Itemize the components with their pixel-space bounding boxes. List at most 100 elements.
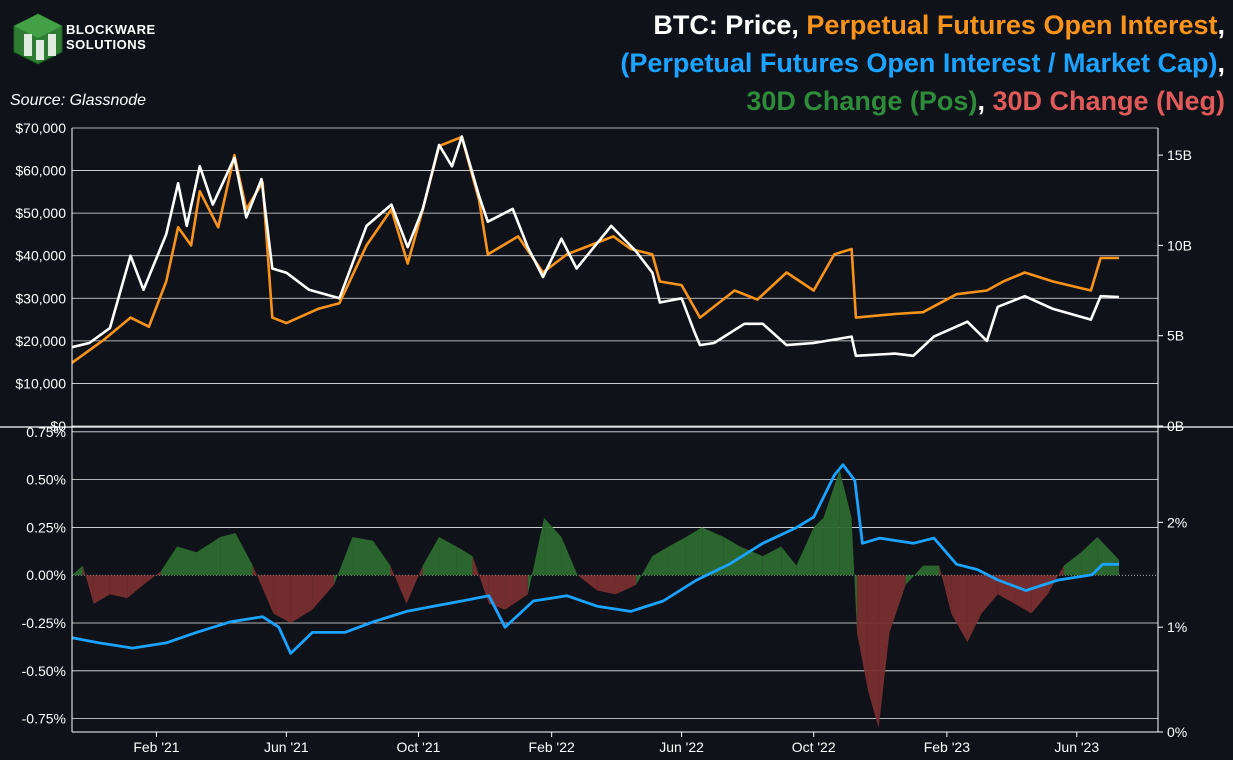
pos-change-area	[905, 565, 924, 585]
title-part-oi-mcap: (Perpetual Futures Open Interest / Marke…	[620, 48, 1218, 78]
pos-change-area	[235, 533, 253, 576]
pos-change-area	[334, 536, 353, 585]
pos-change-area	[823, 470, 840, 576]
pos-change-area	[1081, 536, 1098, 576]
x-tick-label: Feb '23	[924, 739, 970, 755]
pos-change-area	[160, 546, 178, 576]
x-tick-label: Oct '21	[397, 739, 441, 755]
title-line-2: (Perpetual Futures Open Interest / Marke…	[620, 44, 1225, 82]
top-right-tick-label: 10B	[1167, 237, 1192, 253]
title-part-neg: 30D Change (Neg)	[992, 86, 1225, 116]
pos-change-area	[668, 536, 686, 576]
pos-change-area	[1097, 536, 1120, 576]
x-tick-label: Feb '21	[133, 739, 179, 755]
neg-change-area	[406, 565, 423, 604]
neg-change-area	[109, 575, 128, 599]
top-panel-grid	[72, 127, 1158, 427]
bottom-left-tick-label: -0.25%	[22, 615, 66, 631]
neg-change-area	[93, 575, 110, 604]
neg-change-area	[867, 575, 879, 729]
pos-change-area	[220, 533, 236, 576]
title-sep-3: ,	[1217, 48, 1225, 78]
pos-change-area	[723, 536, 741, 576]
neg-change-area	[1015, 575, 1032, 614]
pos-change-area	[636, 556, 653, 585]
neg-change-area	[505, 575, 528, 610]
oi-mcap-line	[71, 463, 1119, 655]
top-left-tick-label: $40,000	[15, 248, 66, 264]
neg-change-area	[939, 565, 952, 614]
bottom-left-tick-label: 0.50%	[26, 472, 66, 488]
neg-change-area	[82, 565, 94, 604]
pos-change-area	[796, 527, 814, 576]
neg-change-area	[472, 556, 489, 604]
title-sep-1: ,	[791, 10, 807, 40]
pos-change-area	[527, 517, 545, 595]
title-sep-2: ,	[1217, 10, 1225, 40]
bottom-left-tick-label: -0.50%	[22, 663, 66, 679]
brand-name: BLOCKWARE SOLUTIONS	[66, 22, 156, 52]
top-left-tick-label: $20,000	[15, 333, 66, 349]
source-label: Source: Glassnode	[10, 92, 147, 109]
x-tick-label: Feb '22	[529, 739, 575, 755]
brand-line-2: SOLUTIONS	[66, 37, 147, 52]
x-tick-label: Jun '22	[659, 739, 704, 755]
neg-change-area	[856, 575, 868, 690]
bottom-right-tick-label: 2%	[1167, 514, 1187, 530]
price-line	[71, 135, 1120, 358]
panel-frame	[0, 128, 1233, 733]
pos-change-area	[702, 527, 724, 576]
neg-change-area	[312, 575, 335, 610]
axis-ticks: $0 $10,000 $20,000 $30,000 $40,000 $50,000 $60…	[15, 120, 1192, 755]
pos-change-area	[762, 546, 782, 576]
pos-change-area	[352, 536, 374, 576]
neg-change-area	[252, 565, 274, 614]
blockware-logo-icon	[13, 13, 63, 65]
neg-change-area	[390, 565, 407, 604]
pos-change-area	[1063, 552, 1082, 576]
pos-change-area	[456, 546, 473, 576]
top-left-tick-label: $0	[50, 418, 66, 434]
top-right-tick-label: 15B	[1167, 147, 1192, 163]
pos-change-area	[544, 517, 562, 576]
neg-change-area	[967, 575, 982, 643]
x-tick-label: Jun '21	[264, 739, 309, 755]
bottom-left-tick-label: 0.25%	[26, 519, 66, 535]
title-line-3: 30D Change (Pos), 30D Change (Neg)	[620, 82, 1225, 120]
neg-change-area	[889, 575, 906, 633]
bottom-left-tick-label: 0.00%	[26, 567, 66, 583]
x-tick-label: Jun '23	[1054, 739, 1099, 755]
neg-change-area	[981, 575, 998, 614]
pos-change-area	[422, 536, 440, 576]
title-part-pos: 30D Change (Pos)	[746, 86, 978, 116]
bottom-left-tick-label: -0.75%	[22, 711, 66, 727]
top-left-tick-label: $10,000	[15, 375, 66, 391]
top-right-tick-label: 5B	[1167, 328, 1184, 344]
pos-change-area	[373, 540, 391, 576]
top-left-tick-label: $50,000	[15, 205, 66, 221]
title-sep-4: ,	[977, 86, 993, 116]
pos-change-area	[813, 517, 824, 576]
neg-change-area	[488, 575, 506, 610]
title-part-price: BTC: Price	[653, 10, 792, 40]
neg-change-area	[615, 575, 637, 595]
bottom-right-tick-label: 1%	[1167, 619, 1187, 635]
pos-change-area	[439, 536, 457, 576]
neg-change-area	[127, 575, 144, 599]
brand-line-1: BLOCKWARE	[66, 22, 156, 37]
x-tick-label: Oct '22	[792, 739, 836, 755]
pos-change-area	[652, 546, 669, 576]
top-left-tick-label: $70,000	[15, 120, 66, 136]
pos-change-area	[781, 546, 797, 576]
pos-change-area	[839, 470, 852, 576]
neg-change-area	[597, 575, 616, 595]
bottom-left-tick-label: 0.75%	[26, 424, 66, 440]
neg-change-area	[290, 575, 313, 624]
neg-change-area	[143, 571, 161, 585]
pos-change-area	[851, 517, 857, 633]
pos-change-area	[196, 536, 221, 576]
series-lines	[71, 135, 1120, 655]
neg-change-area	[1031, 575, 1048, 614]
pos-change-area	[685, 527, 703, 576]
